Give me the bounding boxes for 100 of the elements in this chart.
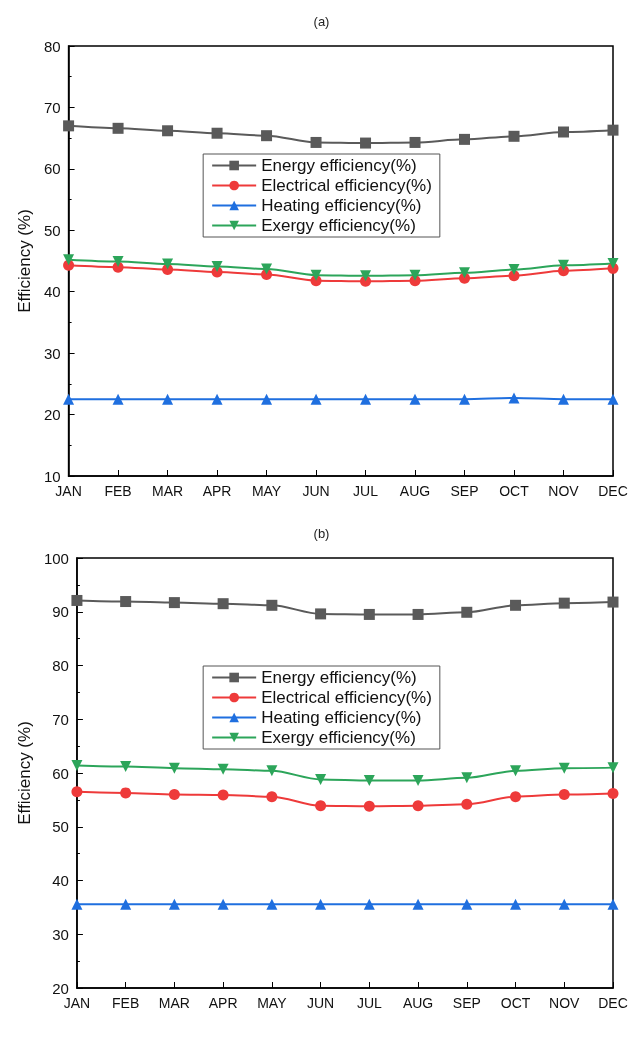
- point: [120, 898, 132, 910]
- legend-label: Electrical efficiency(%): [261, 176, 432, 195]
- point: [168, 597, 180, 609]
- point: [315, 773, 327, 785]
- point: [363, 608, 375, 620]
- point: [459, 133, 471, 145]
- point: [168, 762, 180, 774]
- point: [360, 137, 372, 149]
- y-tick-label: 80: [43, 37, 61, 55]
- point: [459, 267, 471, 279]
- legend-label: Heating efficiency(%): [261, 196, 422, 215]
- point: [607, 257, 619, 269]
- point: [63, 120, 75, 132]
- point: [461, 772, 473, 784]
- x-tick-label: OCT: [500, 995, 531, 1011]
- point: [412, 775, 424, 787]
- x-tick-label: AUG: [402, 995, 434, 1011]
- x-tick-label: AUG: [399, 483, 431, 499]
- y-tick-label: 30: [43, 344, 61, 362]
- point: [120, 596, 132, 608]
- y-tick-label: 40: [43, 283, 61, 301]
- point: [310, 393, 322, 405]
- y-tick-label: 70: [43, 98, 61, 116]
- legend-label: Exergy efficiency(%): [261, 728, 416, 747]
- y-tick-label: 30: [52, 925, 69, 943]
- point: [168, 898, 180, 910]
- x-tick-label: APR: [208, 995, 238, 1011]
- x-tick-label: NOV: [548, 483, 580, 499]
- point: [120, 787, 132, 799]
- x-tick-label: FEB: [112, 995, 140, 1011]
- point: [162, 393, 174, 405]
- y-tick-label: 20: [52, 979, 69, 997]
- point: [211, 261, 223, 273]
- point: [266, 599, 278, 611]
- y-tick-label: 70: [52, 710, 69, 728]
- point: [120, 761, 132, 773]
- y-tick-label: 60: [52, 764, 69, 782]
- point: [266, 791, 278, 803]
- point: [211, 127, 223, 139]
- y-tick-label: 80: [52, 657, 69, 674]
- y-tick-label: 100: [43, 549, 69, 567]
- point: [71, 759, 83, 771]
- point: [217, 789, 229, 801]
- x-tick-label: MAR: [152, 483, 184, 499]
- x-tick-label: JUL: [356, 995, 382, 1011]
- legend-label: Electrical efficiency(%): [261, 688, 432, 707]
- point: [558, 762, 570, 774]
- x-tick-label: JAN: [63, 995, 91, 1011]
- chart-title: (a): [313, 14, 330, 29]
- x-tick-label: SEP: [450, 483, 479, 499]
- point: [217, 598, 229, 610]
- y-tick-label: 50: [43, 221, 61, 239]
- x-tick-label: JUL: [353, 483, 379, 499]
- point: [409, 393, 421, 405]
- point: [510, 898, 522, 910]
- point: [261, 130, 273, 142]
- point: [261, 393, 273, 405]
- point: [360, 393, 372, 405]
- point: [558, 789, 570, 800]
- point: [607, 124, 619, 136]
- point: [266, 765, 278, 777]
- x-tick-label: JAN: [55, 483, 82, 499]
- point: [558, 898, 570, 910]
- point: [607, 898, 619, 910]
- y-tick-label: 60: [43, 160, 61, 178]
- point: [261, 263, 273, 275]
- point: [461, 798, 473, 810]
- legend-label: Energy efficiency(%): [261, 156, 417, 175]
- point: [558, 597, 570, 609]
- x-tick-label: MAY: [251, 483, 282, 499]
- y-tick-label: 40: [52, 872, 69, 889]
- point: [71, 594, 83, 606]
- point: [310, 269, 322, 281]
- point: [510, 791, 522, 803]
- x-tick-label: NOV: [549, 995, 581, 1011]
- point: [409, 136, 421, 148]
- point: [508, 130, 520, 142]
- point: [412, 898, 424, 910]
- point: [315, 800, 327, 812]
- y-tick-label: 10: [43, 467, 61, 485]
- point: [310, 136, 322, 148]
- point: [607, 787, 619, 799]
- point: [459, 393, 471, 405]
- x-tick-label: MAY: [257, 995, 288, 1011]
- x-tick-label: DEC: [598, 483, 628, 499]
- point: [510, 599, 522, 611]
- x-tick-label: JUN: [302, 483, 330, 499]
- point: [558, 126, 570, 138]
- point: [461, 898, 473, 910]
- x-tick-label: MAR: [158, 995, 190, 1011]
- legend-label: Energy efficiency(%): [261, 668, 417, 687]
- point: [607, 762, 619, 774]
- point: [112, 256, 124, 268]
- point: [168, 789, 180, 800]
- point: [71, 786, 83, 798]
- point: [409, 269, 421, 281]
- point: [607, 596, 619, 608]
- y-tick-label: 20: [43, 406, 61, 424]
- point: [315, 898, 327, 910]
- x-tick-label: JUN: [306, 995, 335, 1011]
